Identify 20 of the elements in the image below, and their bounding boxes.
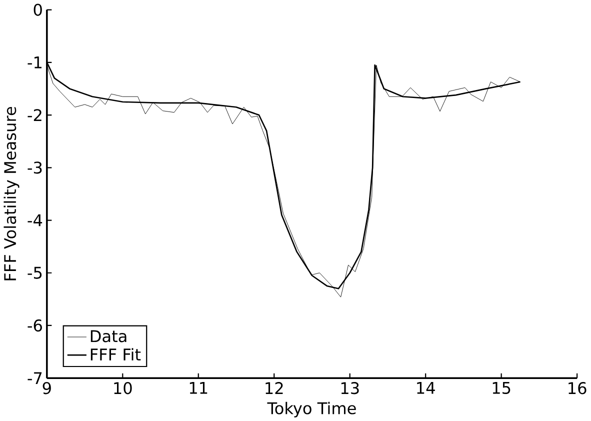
y-axis-title: FFF Volatility Measure: [4, 106, 20, 280]
y-tick-label: -5: [28, 266, 42, 279]
x-tick-label: 14: [417, 382, 435, 394]
y-tick-label: -3: [28, 162, 42, 174]
x-tick-label: 15: [492, 382, 510, 394]
y-tick-label: -7: [28, 372, 42, 384]
y-tick-label: -2: [28, 109, 42, 121]
legend-label: FFF Fit: [90, 348, 141, 360]
legend-label: Data: [90, 330, 126, 342]
x-tick-label: 9: [42, 382, 51, 394]
x-tick-label: 16: [568, 382, 586, 394]
y-tick-label: -4: [28, 214, 42, 226]
x-tick-label: 10: [114, 382, 132, 394]
x-tick-label: 11: [190, 382, 208, 394]
x-tick-label: 12: [266, 382, 283, 394]
x-axis-title: Tokyo Time: [267, 402, 356, 418]
x-tick-label: 13: [341, 382, 359, 394]
y-tick-label: -6: [28, 319, 42, 332]
y-tick-label: 0: [34, 4, 42, 16]
y-tick-label: -1: [28, 56, 42, 68]
